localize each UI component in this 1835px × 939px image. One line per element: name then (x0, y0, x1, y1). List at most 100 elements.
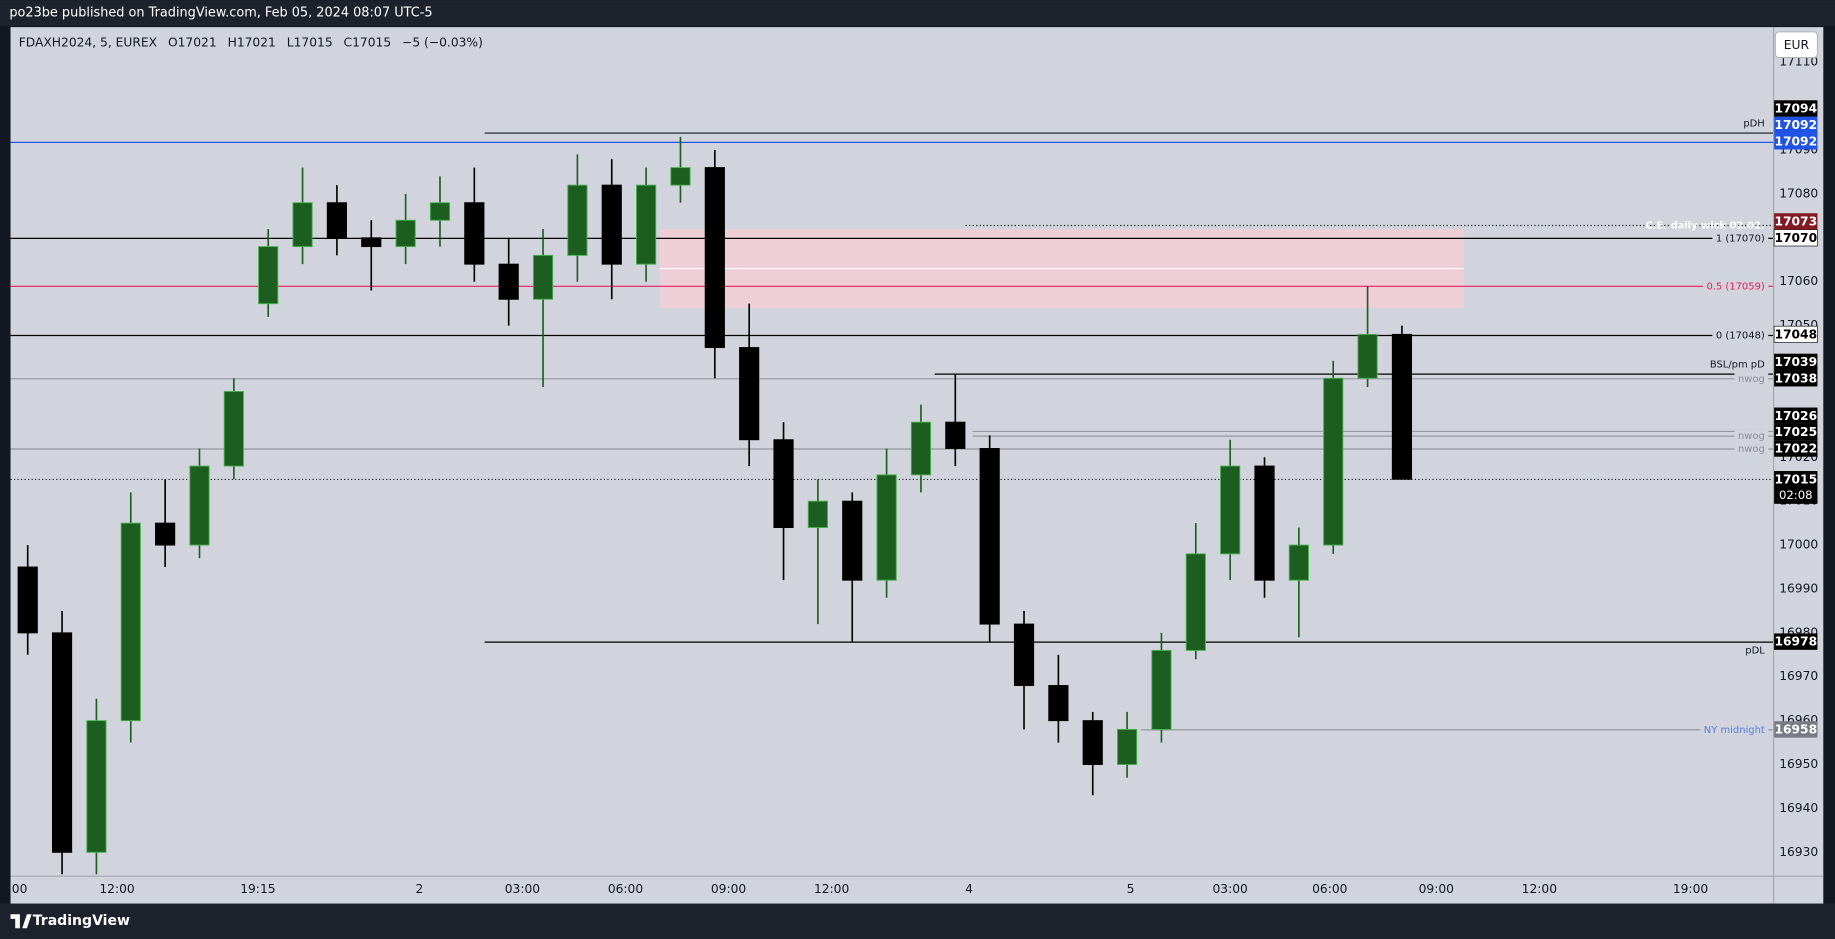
candle-body (1013, 623, 1035, 686)
x-tick-label: 2 (415, 882, 423, 896)
brand-logo (10, 914, 32, 929)
price-tag (1774, 721, 1818, 738)
price-tag (1774, 633, 1818, 650)
candle-body (120, 522, 141, 722)
y-tick-label: 17110 (1779, 55, 1818, 69)
candle-body (979, 448, 1000, 625)
candle-body (1151, 649, 1172, 730)
candle-body (361, 237, 382, 248)
price-tag (1774, 116, 1818, 134)
candle-body (910, 421, 932, 476)
candle-body (1391, 333, 1413, 480)
candle-body (532, 254, 554, 300)
candle-body (464, 202, 485, 265)
brand-name: TradingView (33, 913, 130, 929)
candle-body (807, 500, 828, 528)
level-label: 0 (17048) (1716, 331, 1765, 342)
candle-body (876, 474, 897, 581)
candle-body (292, 202, 313, 248)
x-tick-label: 19:00 (1673, 882, 1708, 896)
level-label-bg (1712, 231, 1769, 246)
price-tag-label: 17039 (1774, 355, 1817, 369)
candle-body (326, 202, 347, 239)
candle-body (498, 263, 519, 300)
candle-body (51, 632, 73, 853)
price-tag (1774, 423, 1818, 441)
price-tag-label: 17026 (1774, 409, 1817, 423)
price-tag (1774, 440, 1818, 457)
zone-layer (659, 229, 1464, 309)
candle-body (429, 202, 451, 221)
top-bar (0, 0, 1835, 26)
level-label-bg (1700, 722, 1769, 737)
candle-body (945, 421, 966, 449)
level-label: 0.5 (17059) (1706, 281, 1764, 292)
level-label: nwog (1738, 444, 1765, 455)
level-label: 1 (17070) (1716, 233, 1765, 244)
x-tick-label: 09:00 (711, 882, 746, 896)
price-tag (1774, 133, 1818, 150)
x-tick-label: 03:00 (1212, 882, 1247, 896)
price-tag-label: 16978 (1774, 635, 1817, 649)
legend-change: −5 (−0.03%) (402, 35, 483, 49)
price-tag (1774, 213, 1818, 230)
x-tick-label: 19:15 (240, 882, 275, 896)
candle-body (189, 465, 210, 546)
level-label: NY midnight (1704, 725, 1765, 736)
x-tick-label: 09:00 (1419, 882, 1454, 896)
price-tag-label: 17048 (1774, 327, 1817, 341)
price-tag-label: 17092 (1774, 134, 1817, 148)
level-label-bg (1734, 371, 1769, 386)
candle-body (1357, 333, 1378, 379)
price-tag (1774, 100, 1818, 117)
x-tick-label: 12:00 (1522, 882, 1557, 896)
candle-body (1254, 465, 1275, 581)
level-label-bg (1712, 328, 1769, 343)
price-tag-label: 17022 (1774, 442, 1817, 456)
y-tick-label: 16990 (1779, 581, 1818, 595)
x-tick-label: 12:00 (814, 882, 849, 896)
candle-body (86, 720, 107, 853)
y-tick-label: 17060 (1779, 274, 1818, 288)
currency-button[interactable] (1774, 31, 1819, 59)
y-tick-label: 17080 (1779, 186, 1818, 200)
candle-body (1220, 465, 1241, 555)
legend-high: H17021 (228, 35, 276, 49)
countdown-label: 02:08 (1779, 488, 1813, 502)
level-label-bg (1702, 279, 1769, 294)
price-tag-label: 17025 (1774, 425, 1817, 439)
candle-body (258, 246, 279, 305)
y-tick-label: 16930 (1779, 845, 1818, 859)
bottom-bar (0, 903, 1835, 939)
candle-body (1048, 685, 1069, 722)
x-tick-label: 4 (965, 882, 973, 896)
candle-body (1117, 728, 1138, 766)
price-tag-label: 17094 (1774, 102, 1817, 116)
x-tick-label: 03:00 (505, 882, 540, 896)
candle-body (739, 347, 760, 441)
candle-body (670, 167, 691, 186)
level-label: nwog (1738, 431, 1765, 442)
x-tick-label: 06:00 (608, 882, 643, 896)
x-tick-label: :00 (8, 882, 28, 896)
tag-layer: 16958 16978 17015 02:08 17022 17025 17026 17038… (1773, 100, 1818, 738)
y-tick-label: 16970 (1779, 669, 1818, 683)
candle-body (1288, 544, 1309, 581)
candle-layer (17, 136, 1413, 875)
currency-label[interactable]: EUR (1784, 38, 1810, 52)
candle-body (842, 500, 863, 581)
price-tag-label: 17070 (1774, 231, 1817, 245)
legend-close: C17015 (344, 35, 392, 49)
candle-body (1323, 377, 1344, 546)
y-tick-label: 16950 (1779, 757, 1818, 771)
price-tag (1773, 325, 1818, 343)
price-tag-label: 17092 (1774, 118, 1817, 132)
level-label-bg (1734, 441, 1769, 457)
candle-body (636, 184, 657, 265)
x-tick-label: 12:00 (99, 882, 134, 896)
publish-title: po23be published on TradingView.com, Feb… (9, 6, 432, 21)
price-tag (1774, 370, 1818, 387)
candle-body (601, 184, 622, 265)
level-label: pDH (1743, 119, 1764, 130)
